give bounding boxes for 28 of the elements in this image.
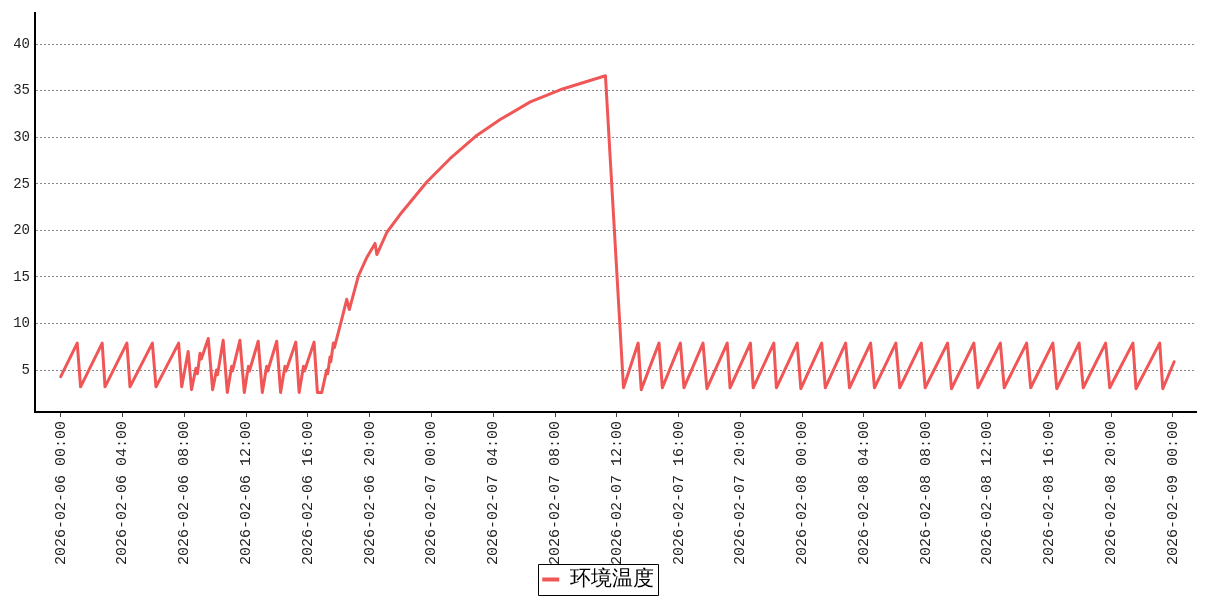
x-tick-label: 2026-02-07 16:00: [670, 421, 688, 566]
x-tick-label: 2026-02-07 00:00: [423, 421, 441, 566]
x-tick-label: 2026-02-06 16:00: [299, 421, 317, 566]
x-tick-label: 2026-02-08 04:00: [855, 421, 873, 566]
x-tick-label: 2026-02-08 00:00: [794, 421, 812, 566]
y-tick-label: 10: [13, 315, 30, 332]
x-tick-label: 2026-02-06 00:00: [52, 421, 70, 566]
x-tick-label: 2026-02-07 20:00: [732, 421, 750, 566]
y-tick-label: 35: [13, 82, 30, 99]
x-tick-label: 2026-02-06 12:00: [238, 421, 256, 566]
x-tick-label: 2026-02-08 20:00: [1103, 421, 1121, 566]
y-tick-label: 30: [13, 128, 30, 145]
x-tick-label: 2026-02-07 12:00: [608, 421, 626, 566]
x-tick-label: 2026-02-07 08:00: [546, 421, 564, 566]
legend-label: 环境温度: [569, 565, 654, 590]
x-tick-label: 2026-02-08 16:00: [1041, 421, 1059, 566]
x-tick-label: 2026-02-06 08:00: [176, 421, 194, 566]
y-tick-label: 20: [13, 222, 30, 239]
y-tick-label: 5: [21, 361, 30, 378]
x-tick-label: 2026-02-06 04:00: [114, 421, 132, 566]
y-tick-label: 25: [13, 175, 30, 192]
y-tick-label: 40: [13, 35, 30, 52]
x-tick-label: 2026-02-08 12:00: [979, 421, 997, 566]
y-tick-label: 15: [13, 268, 30, 285]
x-tick-label: 2026-02-09 00:00: [1164, 421, 1182, 566]
x-tick-label: 2026-02-08 08:00: [917, 421, 935, 566]
x-tick-label: 2026-02-07 04:00: [485, 421, 503, 566]
x-tick-label: 2026-02-06 20:00: [361, 421, 379, 566]
